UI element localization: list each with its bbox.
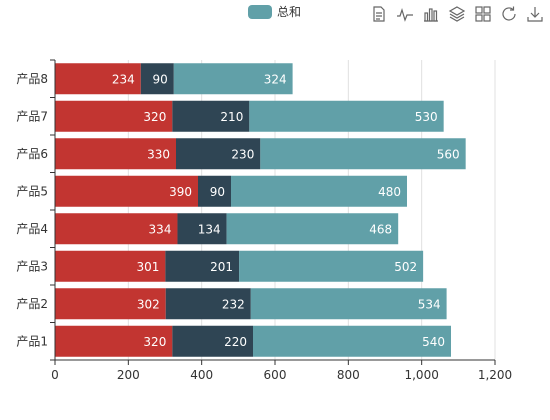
data-label: 301 [136,260,159,274]
x-tick-label: 0 [51,368,59,382]
bar-segment [177,213,227,245]
data-label: 468 [369,222,392,236]
bar-segment [226,213,399,245]
bar-segment [165,288,251,320]
y-tick-label: 产品6 [16,147,48,161]
bar-segment [172,325,253,357]
bar-segment [250,288,447,320]
data-label: 320 [143,335,166,349]
x-tick-label: 1,200 [478,368,512,382]
bar-segment [176,138,261,170]
data-label: 232 [222,297,245,311]
data-label: 134 [198,222,221,236]
bar-segment [55,100,173,132]
bar-segment [55,175,198,207]
line-chart-icon[interactable] [396,5,414,23]
bar-segment [55,138,176,170]
bar-segment [173,63,293,95]
bar-segment [55,63,141,95]
data-label: 390 [169,185,192,199]
data-label: 201 [210,260,233,274]
data-view-icon[interactable] [370,5,388,23]
bar-segment [55,288,166,320]
legend[interactable]: 总和 [248,3,301,20]
data-label: 560 [437,147,460,161]
y-tick-label: 产品8 [16,72,48,86]
y-tick-label: 产品1 [16,334,48,348]
x-tick-label: 400 [190,368,213,382]
data-label: 534 [418,297,441,311]
stack-icon[interactable] [448,5,466,23]
bar-segment [253,325,451,357]
bar-segment [249,100,444,132]
x-tick-label: 800 [337,368,360,382]
data-label: 334 [149,222,172,236]
x-tick-label: 200 [117,368,140,382]
data-label: 210 [220,110,243,124]
legend-swatch[interactable] [248,4,272,19]
data-label: 324 [264,72,287,86]
y-tick-label: 产品7 [16,109,48,123]
bar-segment [172,100,250,132]
bar-segment [198,175,231,207]
data-label: 502 [394,260,417,274]
x-tick-label: 600 [264,368,287,382]
y-tick-label: 产品5 [16,184,48,198]
bar-segment [260,138,466,170]
bar-segment [231,175,407,207]
data-label: 234 [112,72,135,86]
data-label: 530 [415,110,438,124]
save-image-icon[interactable] [526,5,544,23]
x-tick-label: 1,000 [404,368,438,382]
y-tick-label: 产品4 [16,222,48,236]
bar-segment [55,325,173,357]
data-label: 220 [224,335,247,349]
data-label: 330 [147,147,170,161]
bar-chart-icon[interactable] [422,5,440,23]
data-label: 90 [153,72,168,86]
bar-segment [55,250,166,282]
legend-label[interactable]: 总和 [277,5,302,19]
data-label: 480 [378,185,401,199]
toolbox [370,5,550,23]
bar-segment [239,250,424,282]
bar-segment [165,250,240,282]
data-label: 230 [231,147,254,161]
data-label: 540 [422,335,445,349]
bar-segment [140,63,174,95]
y-tick-label: 产品3 [16,259,48,273]
restore-icon[interactable] [500,5,518,23]
data-label: 302 [137,297,160,311]
y-tick-label: 产品2 [16,297,48,311]
data-label: 320 [143,110,166,124]
data-label: 90 [210,185,225,199]
bar-segment [55,213,178,245]
tiled-icon[interactable] [474,5,492,23]
